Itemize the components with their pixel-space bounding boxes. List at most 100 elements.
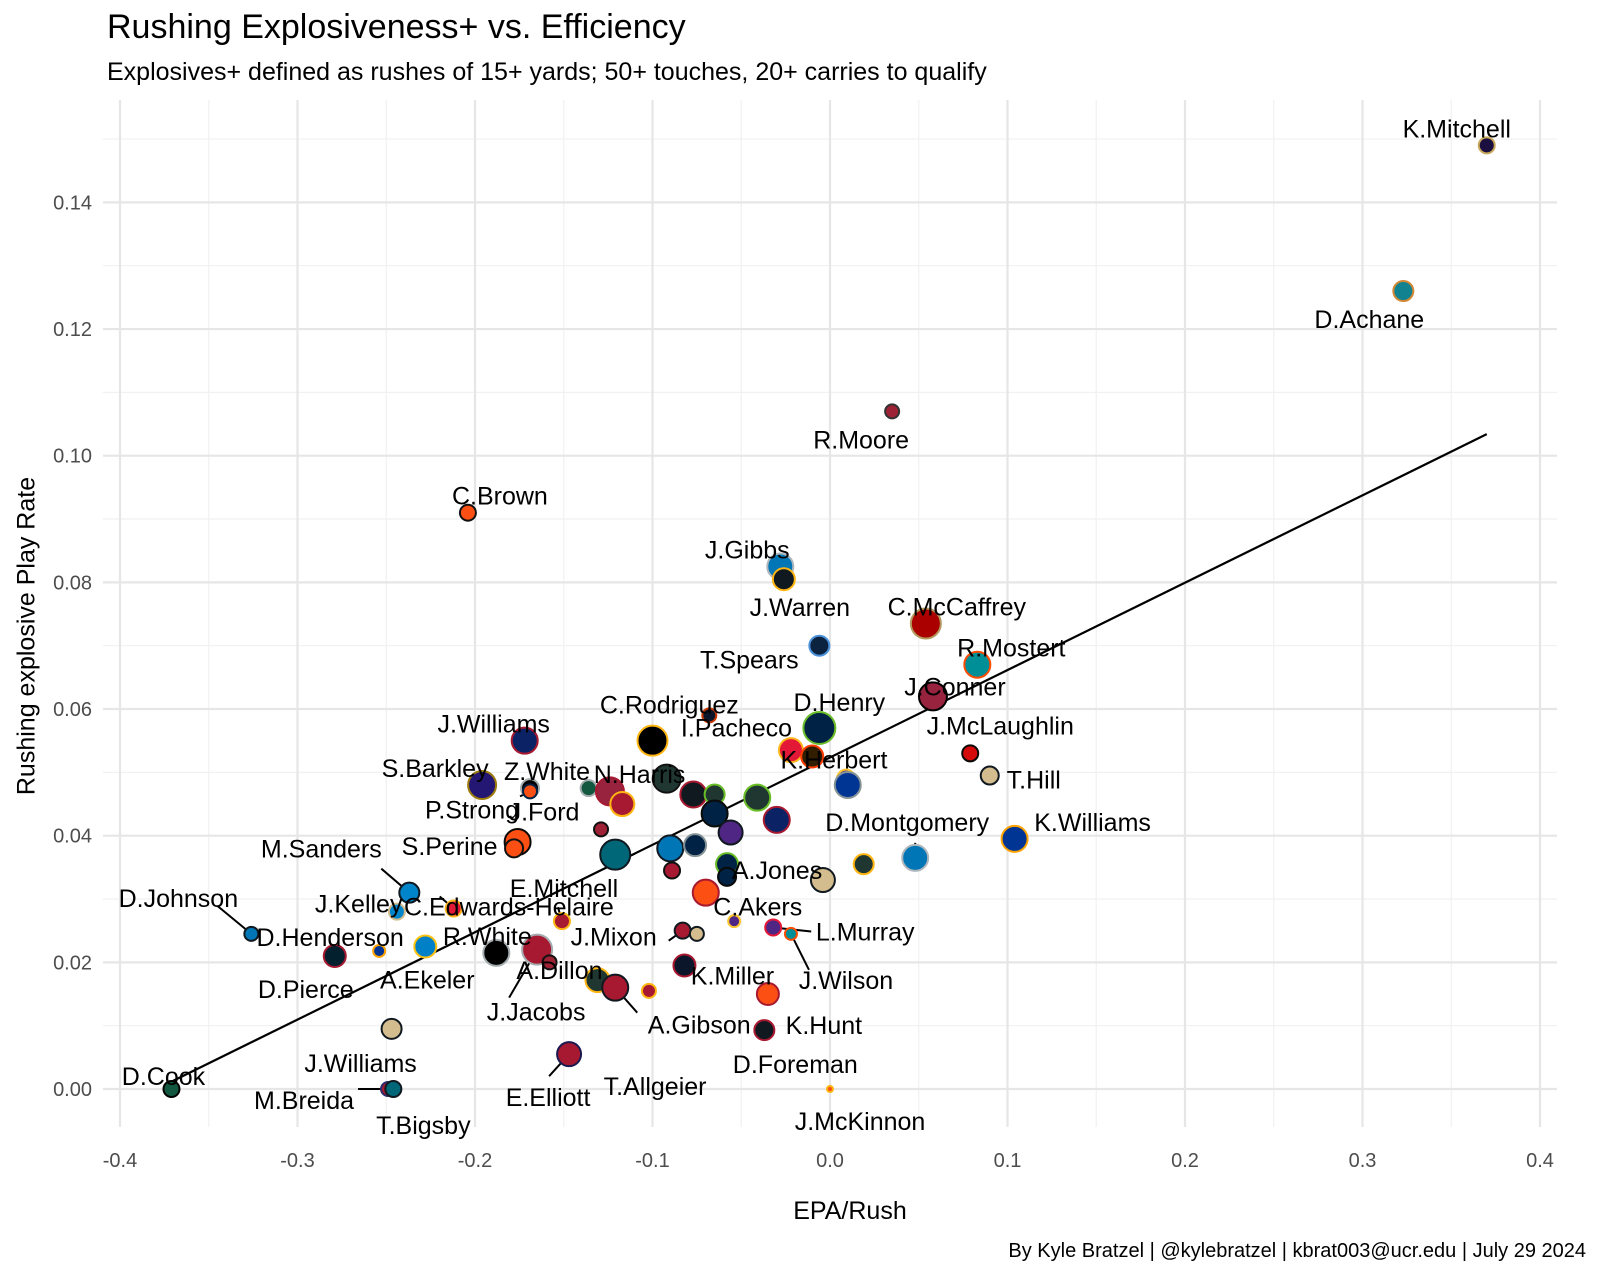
data-point — [556, 1041, 583, 1068]
point-label: J.Wilson — [799, 967, 893, 995]
major-gridlines — [103, 100, 1557, 1127]
point-label: D.Achane — [1314, 306, 1424, 334]
point-label: T.Spears — [700, 647, 799, 675]
y-tick-label: 0.14 — [53, 192, 92, 214]
data-point — [510, 726, 539, 755]
point-label: J.Conner — [904, 673, 1005, 701]
point-label: D.Cook — [122, 1063, 206, 1091]
data-point — [1000, 824, 1029, 853]
data-point — [552, 912, 571, 931]
point-label: J.Williams — [304, 1050, 417, 1078]
data-point — [380, 1017, 403, 1040]
data-point — [963, 650, 992, 679]
trend-line-segment — [172, 433, 1488, 1082]
data-point — [717, 866, 738, 887]
data-point — [601, 973, 630, 1002]
point-label: P.Strong — [425, 796, 519, 824]
data-point — [640, 982, 657, 999]
point-label: J.Kelley — [315, 891, 403, 919]
x-tick-label: 0.1 — [994, 1150, 1022, 1172]
x-axis-label: EPA/Rush — [793, 1197, 907, 1225]
data-point — [482, 938, 511, 967]
data-point — [809, 867, 836, 894]
data-point — [979, 765, 1000, 786]
point-label: K.Herbert — [780, 747, 887, 775]
point-label: D.Foreman — [733, 1051, 858, 1079]
data-point — [672, 953, 697, 978]
data-point — [783, 926, 798, 941]
y-tick-label: 0.02 — [53, 952, 92, 974]
data-point — [541, 954, 558, 971]
data-point — [727, 914, 742, 929]
x-tick-label: 0.4 — [1526, 1150, 1554, 1172]
data-point — [771, 567, 796, 592]
y-tick-label: 0.06 — [53, 699, 92, 721]
point-label: R.Moore — [813, 426, 909, 454]
data-point — [753, 1019, 776, 1042]
data-point — [901, 843, 930, 872]
data-point — [833, 771, 862, 800]
point-label: T.Hill — [1007, 767, 1061, 795]
data-point — [673, 921, 692, 940]
point-label: N.Harris — [594, 761, 686, 789]
data-point — [701, 707, 718, 724]
y-tick-label: 0.04 — [53, 826, 92, 848]
data-point — [700, 799, 729, 828]
data-point — [884, 403, 901, 420]
point-label: T.Bigsby — [376, 1112, 471, 1140]
data-point — [384, 1080, 403, 1098]
point-label: J.Jacobs — [487, 999, 586, 1027]
point-label: J.Mixon — [571, 924, 657, 952]
axis-tick-labels: -0.4 -0.3 -0.2 -0.1 0.0 0.1 0.2 0.3 0.4 0.00 0.02 0… — [53, 192, 1554, 1172]
data-point — [413, 934, 438, 959]
point-label: J.Ford — [509, 798, 580, 826]
point-label: D.Johnson — [119, 885, 239, 913]
data-point — [917, 681, 948, 712]
point-label: E.Elliott — [506, 1084, 591, 1112]
data-point — [764, 918, 783, 937]
y-tick-label: 0.08 — [53, 572, 92, 594]
x-tick-label: -0.3 — [280, 1150, 314, 1172]
data-point — [1477, 136, 1496, 155]
data-point — [909, 607, 942, 640]
point-label: S.Barkley — [382, 755, 489, 783]
point-label: K.Miller — [691, 963, 774, 991]
point-label: R.Mostert — [957, 635, 1065, 663]
data-point — [800, 744, 825, 769]
point-label: E.Mitchell — [510, 875, 618, 903]
data-point — [636, 724, 669, 757]
data-points — [162, 136, 1496, 1098]
point-label: C.McCaffrey — [888, 594, 1027, 622]
x-tick-label: 0.2 — [1171, 1150, 1199, 1172]
point-label: J.Williams — [437, 711, 550, 739]
point-label: Z.White — [504, 758, 590, 786]
point-label: A.Ekeler — [380, 967, 474, 995]
data-point — [717, 819, 744, 846]
data-point — [651, 763, 682, 794]
data-point — [826, 1085, 834, 1093]
point-label: D.Henderson — [256, 924, 403, 952]
chart-title: Rushing Explosiveness+ vs. Efficiency — [107, 8, 686, 46]
point-label: J.McLaughlin — [927, 712, 1074, 740]
point-label: K.Williams — [1034, 809, 1151, 837]
data-point — [1392, 280, 1415, 303]
chart-subtitle: Explosives+ defined as rushes of 15+ yar… — [107, 58, 987, 86]
data-point — [691, 878, 720, 907]
point-label: T.Allgeier — [604, 1073, 707, 1101]
point-label: K.Mitchell — [1403, 115, 1511, 143]
data-point — [322, 944, 347, 969]
data-point — [852, 853, 875, 876]
point-label: J.McKinnon — [795, 1108, 926, 1136]
y-tick-label: 0.10 — [53, 446, 92, 468]
point-label: C.Brown — [452, 483, 548, 511]
point-label: J.Warren — [750, 594, 850, 622]
data-point — [467, 770, 498, 801]
data-point — [762, 805, 791, 834]
data-point — [961, 744, 980, 763]
trend-line — [172, 433, 1488, 1082]
y-tick-label: 0.12 — [53, 319, 92, 341]
x-tick-label: 0.3 — [1349, 1150, 1377, 1172]
y-axis-label: Rushing explosive Play Rate — [12, 476, 41, 796]
data-point — [398, 881, 421, 904]
data-point — [599, 838, 632, 871]
